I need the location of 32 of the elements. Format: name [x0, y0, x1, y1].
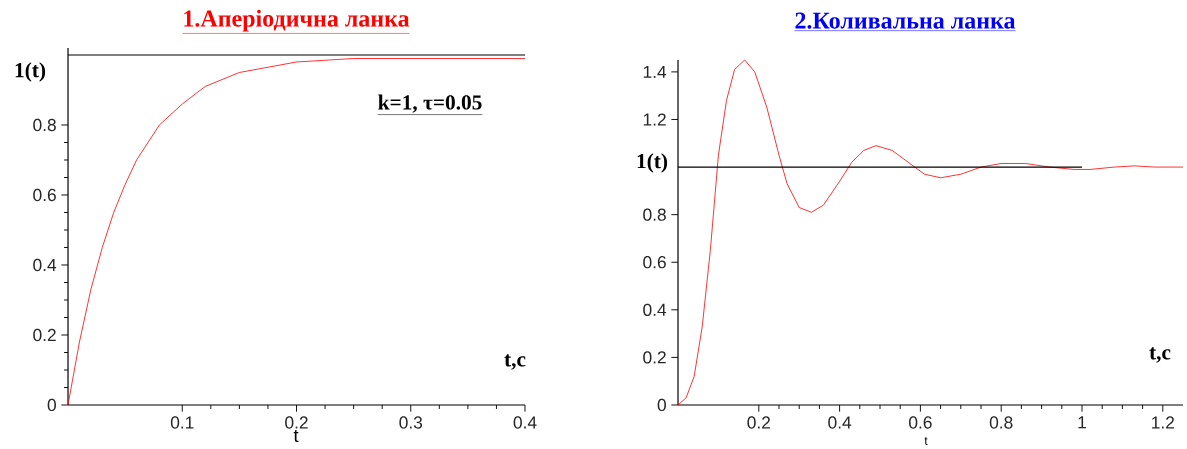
x-tick-label: 1 [1078, 416, 1086, 429]
annotation: t,c [504, 354, 526, 370]
text: 1(t) [15, 62, 46, 82]
x-tick-label: 0.4 [513, 416, 537, 429]
y-tick-label: 0.2 [33, 328, 56, 341]
y-tick-label: 0.8 [643, 208, 666, 221]
y-tick-label: 0 [47, 398, 56, 411]
x-tick-label: 0.6 [909, 416, 932, 429]
x-axis-title: t [293, 429, 299, 442]
annotation: t,c [1149, 347, 1171, 363]
x-axis-title: t [924, 436, 928, 445]
x-tick-label: 1.2 [1152, 416, 1174, 429]
y-tick-label: 0 [657, 398, 666, 411]
y-tick-label: 0.6 [33, 188, 56, 201]
y-tick-label: 0.6 [643, 255, 666, 269]
x-tick-label: 0.8 [989, 416, 1013, 429]
x-tick-label: 0.2 [285, 416, 308, 429]
line-series [677, 59, 1184, 406]
y-tick-label: 1.2 [643, 113, 666, 126]
y-tick-label: 0.4 [33, 258, 57, 271]
chart-title: 2.Коливальна ланка [795, 12, 1016, 29]
x-tick-label: 0.4 [828, 416, 852, 429]
annotation: k=1, τ=0.05 [378, 94, 482, 113]
x-tick-label: 0.2 [747, 416, 770, 429]
chart-title: 1.Аперіодична ланка [184, 9, 410, 32]
y-tick-label: 0.2 [643, 351, 666, 364]
y-tick-label: 1.4 [643, 65, 667, 78]
y-tick-label: 0.8 [33, 118, 56, 131]
x-tick-label: 0.3 [399, 416, 423, 429]
y-tick-label: 0.4 [643, 303, 667, 316]
text: 1(t) [637, 153, 668, 173]
x-tick-label: 0.1 [170, 416, 194, 429]
